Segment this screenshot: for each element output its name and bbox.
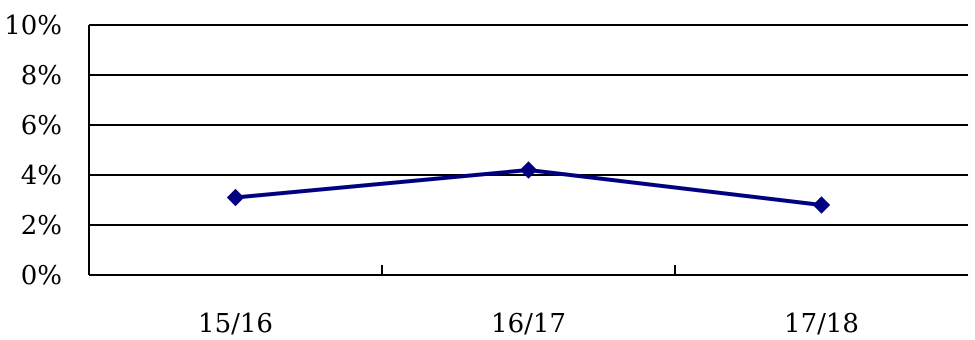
x-tick-label: 17/18 [784,309,859,339]
x-tick-labels: 15/16 16/17 17/18 [198,309,859,339]
data-point-marker [812,196,831,214]
gridlines [89,24,968,226]
y-tick-label: 4% [21,161,62,191]
data-point-marker [226,188,245,207]
data-point-marker [519,161,538,179]
y-tick-label: 10% [4,11,62,41]
x-tick-label: 15/16 [198,309,273,339]
y-tick-labels: 0% 2% 4% 6% 8% 10% [4,11,62,291]
y-tick-label: 8% [21,61,62,91]
y-tick-label: 6% [21,111,62,141]
y-tick-label: 0% [21,261,62,291]
y-tick-label: 2% [21,211,62,241]
axes [88,25,968,276]
x-tick-label: 16/17 [491,309,566,339]
series-group [226,161,831,214]
